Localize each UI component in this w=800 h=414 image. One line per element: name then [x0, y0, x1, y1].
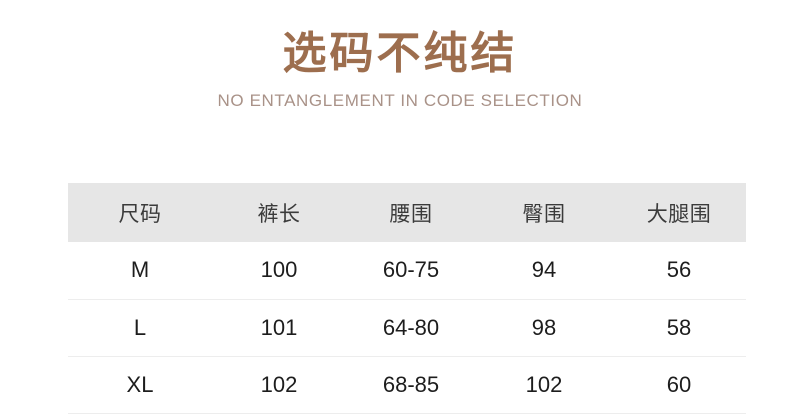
cell-hip: 98	[476, 299, 612, 357]
cell-pant-length: 101	[212, 299, 346, 357]
size-chart: 尺码 裤长 腰围 臀围 大腿围 M 100 60-75 94 56 L 101	[68, 183, 746, 414]
table-row: M 100 60-75 94 56	[68, 242, 746, 300]
table-body: M 100 60-75 94 56 L 101 64-80 98 58 XL 1…	[68, 242, 746, 414]
cell-pant-length: 100	[212, 242, 346, 300]
table-head: 尺码 裤长 腰围 臀围 大腿围	[68, 183, 746, 242]
cell-thigh: 58	[612, 299, 746, 357]
table-header-row: 尺码 裤长 腰围 臀围 大腿围	[68, 183, 746, 242]
size-table: 尺码 裤长 腰围 臀围 大腿围 M 100 60-75 94 56 L 101	[68, 183, 746, 414]
cell-thigh: 60	[612, 356, 746, 414]
cell-pant-length: 102	[212, 356, 346, 414]
column-header-size: 尺码	[118, 201, 162, 226]
table-row: XL 102 68-85 102 60	[68, 356, 746, 414]
cell-waist: 64-80	[346, 299, 476, 357]
column-header-thigh: 大腿围	[646, 201, 712, 226]
cell-hip: 94	[476, 242, 612, 300]
cell-size: M	[68, 242, 212, 300]
cell-thigh: 56	[612, 242, 746, 300]
column-header-waist: 腰围	[389, 201, 433, 226]
heading-block: 选码不纯结 NO ENTANGLEMENT IN CODE SELECTION	[0, 0, 800, 112]
page-title: 选码不纯结	[282, 28, 518, 79]
column-header-hip: 臀围	[522, 201, 566, 226]
cell-waist: 68-85	[346, 356, 476, 414]
cell-waist: 60-75	[346, 242, 476, 300]
cell-hip: 102	[476, 356, 612, 414]
column-header-pant-length: 裤长	[257, 201, 301, 226]
cell-size: L	[68, 299, 212, 357]
cell-size: XL	[68, 356, 212, 414]
page-subtitle: NO ENTANGLEMENT IN CODE SELECTION	[217, 91, 583, 110]
table-row: L 101 64-80 98 58	[68, 299, 746, 357]
